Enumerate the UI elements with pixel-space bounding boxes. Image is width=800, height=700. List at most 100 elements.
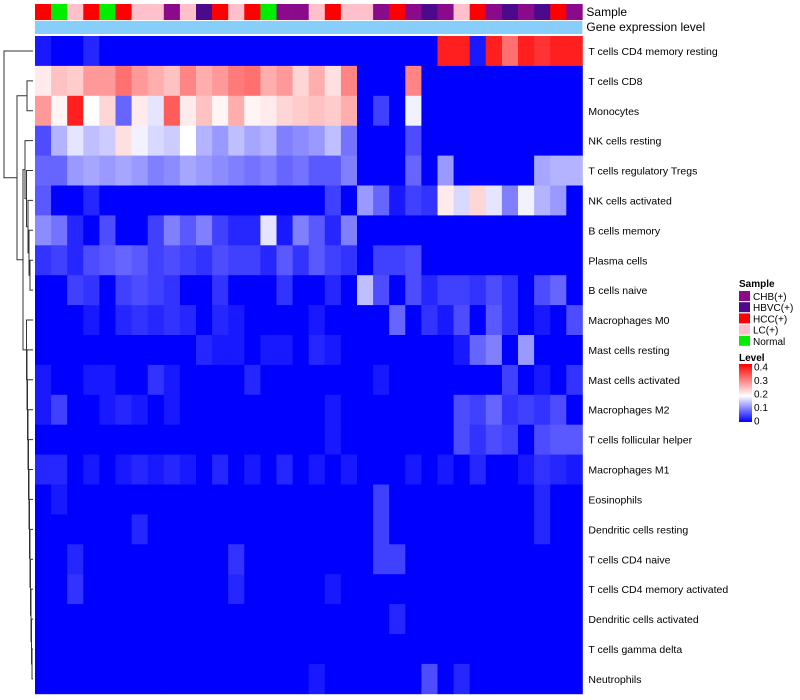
heatmap-cell xyxy=(83,454,100,485)
heatmap-cell xyxy=(196,155,213,186)
heatmap-cell xyxy=(260,125,277,156)
heatmap-cell xyxy=(212,424,229,455)
heatmap-cell xyxy=(35,245,52,276)
heatmap-cell xyxy=(51,484,68,515)
heatmap-cell xyxy=(485,245,503,276)
heatmap-cell xyxy=(147,95,165,127)
heatmap-cell xyxy=(131,95,149,127)
heatmap-cell xyxy=(131,125,149,156)
heatmap-cell xyxy=(131,364,149,396)
heatmap-cell xyxy=(469,65,487,97)
heatmap-cell xyxy=(437,275,454,306)
annotation-tracks xyxy=(35,4,583,34)
heatmap-cell xyxy=(534,36,551,67)
heatmap-cell xyxy=(437,335,454,366)
heatmap-cell xyxy=(389,424,406,455)
heatmap-cell xyxy=(405,484,422,515)
heatmap-cell xyxy=(83,215,100,246)
sample-legend-swatch xyxy=(739,291,750,301)
heatmap-cell xyxy=(534,155,551,186)
heatmap-cell xyxy=(163,155,181,186)
heatmap-cell xyxy=(115,155,132,186)
heatmap-cell xyxy=(421,634,438,665)
heatmap-cell xyxy=(244,634,261,665)
heatmap-cell xyxy=(276,634,293,665)
heatmap-cell xyxy=(501,36,519,67)
row-label: T cells CD4 naive xyxy=(588,554,670,566)
heatmap-cell xyxy=(228,454,245,485)
heatmap-cell xyxy=(163,95,181,127)
heatmap-cell xyxy=(421,95,438,127)
heatmap-cell xyxy=(308,364,326,396)
heatmap-cell xyxy=(35,454,52,485)
heatmap-cell xyxy=(131,185,149,216)
heatmap-cell xyxy=(228,65,245,97)
heatmap-cell xyxy=(99,484,116,515)
heatmap-cell xyxy=(292,245,310,276)
heatmap-cell xyxy=(67,185,84,216)
heatmap-cell xyxy=(163,335,181,366)
heatmap-cell xyxy=(292,215,310,246)
row-label: B cells memory xyxy=(588,225,661,237)
heatmap-cell xyxy=(485,335,503,366)
heatmap-cell xyxy=(276,95,293,127)
dendrogram-branch xyxy=(3,50,33,179)
heatmap-cell xyxy=(51,95,68,127)
heatmap-cell xyxy=(453,36,471,67)
heatmap-cell xyxy=(163,215,181,246)
heatmap-cell xyxy=(421,36,438,67)
heatmap-cell xyxy=(437,574,454,605)
heatmap-cell xyxy=(389,454,406,485)
heatmap-cell xyxy=(373,454,390,485)
heatmap-cell xyxy=(453,305,471,336)
heatmap-cell xyxy=(550,544,567,575)
heatmap-cell xyxy=(260,155,277,186)
heatmap-cell xyxy=(131,634,149,665)
heatmap-cell xyxy=(260,364,277,396)
heatmap-cell xyxy=(147,125,165,156)
row-label: Plasma cells xyxy=(588,255,647,267)
heatmap-cell xyxy=(276,155,293,186)
heatmap-cell xyxy=(228,305,245,336)
heatmap-cell xyxy=(308,125,326,156)
level-legend-tick: 0.4 xyxy=(754,363,768,374)
heatmap-cell xyxy=(35,215,52,246)
heatmap-cell xyxy=(292,394,310,426)
heatmap-cell xyxy=(340,125,358,156)
heatmap-cell xyxy=(389,185,406,216)
heatmap-cell xyxy=(405,305,422,336)
heatmap-cell xyxy=(453,544,471,575)
heatmap-cell xyxy=(99,305,116,336)
heatmap-cell xyxy=(534,634,551,665)
heatmap-cell xyxy=(179,245,197,276)
heatmap-cell xyxy=(99,95,116,127)
sample-annotation-cell xyxy=(340,4,358,20)
heatmap-cell xyxy=(99,275,116,306)
heatmap-cell xyxy=(324,574,342,605)
heatmap-cell xyxy=(196,424,213,455)
heatmap-cell xyxy=(550,424,567,455)
heatmap-cell xyxy=(405,275,422,306)
heatmap-cell xyxy=(437,95,454,127)
heatmap-cell xyxy=(228,424,245,455)
heatmap-cell xyxy=(308,305,326,336)
heatmap-cell xyxy=(83,275,100,306)
heatmap-cell xyxy=(99,424,116,455)
heatmap-cell xyxy=(340,245,358,276)
row-label: T cells follicular helper xyxy=(588,435,692,447)
heatmap-cell xyxy=(389,245,406,276)
sample-annotation-cell xyxy=(147,4,165,20)
heatmap-cell xyxy=(469,484,487,515)
heatmap-cell xyxy=(421,125,438,156)
heatmap-cell xyxy=(421,364,438,396)
heatmap-cell xyxy=(437,36,454,67)
heatmap-cell xyxy=(373,364,390,396)
heatmap-cell xyxy=(67,574,84,605)
heatmap-cell xyxy=(228,185,245,216)
heatmap-cell xyxy=(35,663,52,695)
heatmap-cell xyxy=(405,245,422,276)
heatmap-cell xyxy=(212,574,229,605)
heatmap-cell xyxy=(501,394,519,426)
heatmap-cell xyxy=(276,514,293,545)
heatmap-cell xyxy=(534,604,551,635)
